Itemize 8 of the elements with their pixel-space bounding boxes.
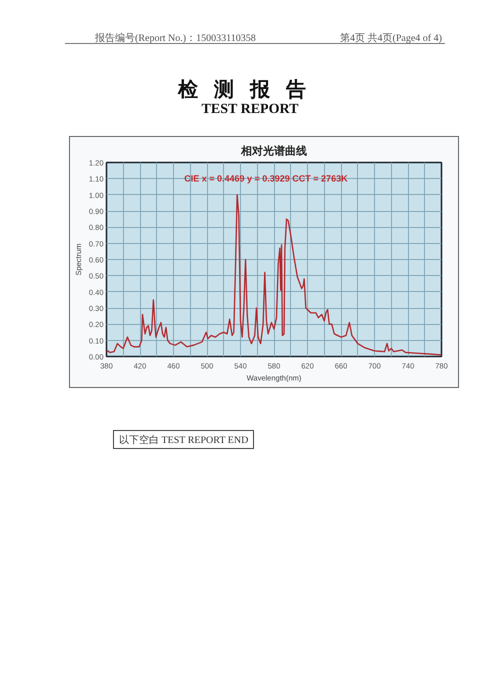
annotation: CIE x = 0.4469 y = 0.3929 CCT = 2763K bbox=[184, 174, 348, 184]
text: 报告编号(Report No.)：150033110358 bbox=[95, 33, 256, 44]
chart-title: 相对光谱曲线 bbox=[240, 144, 307, 158]
text: TEST REPORT bbox=[202, 102, 298, 117]
line-series bbox=[106, 194, 442, 356]
text: 以下空白 TEST REPORT END bbox=[119, 435, 248, 446]
text: 第4页 共4页(Page4 of 4) bbox=[340, 33, 442, 44]
text: 检测报告 bbox=[178, 77, 322, 101]
